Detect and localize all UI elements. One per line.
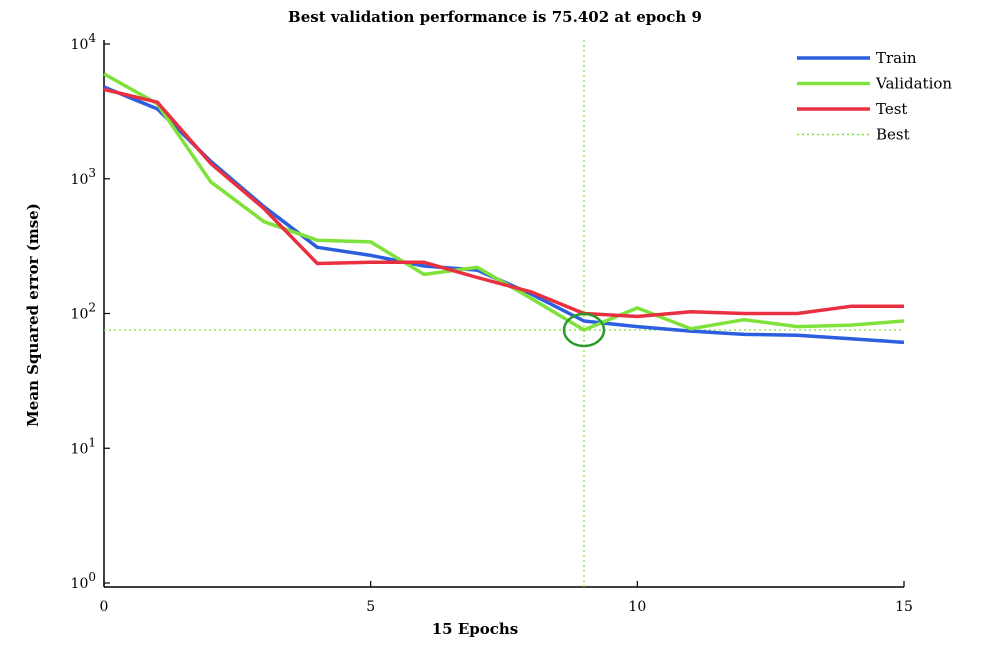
series-line-validation <box>103 72 905 332</box>
best-marker <box>562 312 606 348</box>
x-axis-label: 15 Epochs <box>432 620 519 638</box>
x-tick-label: 0 <box>100 599 109 615</box>
legend-label-test: Test <box>876 100 907 118</box>
best-guides <box>104 40 904 587</box>
y-tick-label: 102 <box>71 301 96 323</box>
legend-label-validation: Validation <box>875 75 952 93</box>
y-axis-label: Mean Squared error (mse) <box>24 203 42 427</box>
y-ticks: 100 101 102 103 104 <box>71 31 110 592</box>
x-ticks: 0 5 10 15 <box>100 581 913 615</box>
y-tick-label: 104 <box>71 31 97 53</box>
x-tick-label: 10 <box>628 599 646 615</box>
series-line-test <box>103 87 904 319</box>
legend: Train Validation Test Best <box>797 49 952 144</box>
series-lines <box>103 72 905 345</box>
y-tick-label: 101 <box>71 435 96 457</box>
x-tick-label: 15 <box>895 599 913 615</box>
plot-area: 100 101 102 103 104 0 5 10 15 <box>71 31 913 615</box>
legend-label-best: Best <box>876 126 910 144</box>
y-tick-label: 100 <box>71 570 96 592</box>
y-tick-label: 103 <box>71 166 96 188</box>
series-line-train <box>103 85 905 345</box>
chart-title: Best validation performance is 75.402 at… <box>288 8 702 26</box>
best-marker-group <box>562 312 606 348</box>
legend-label-train: Train <box>876 49 917 67</box>
x-tick-label: 5 <box>366 599 375 615</box>
